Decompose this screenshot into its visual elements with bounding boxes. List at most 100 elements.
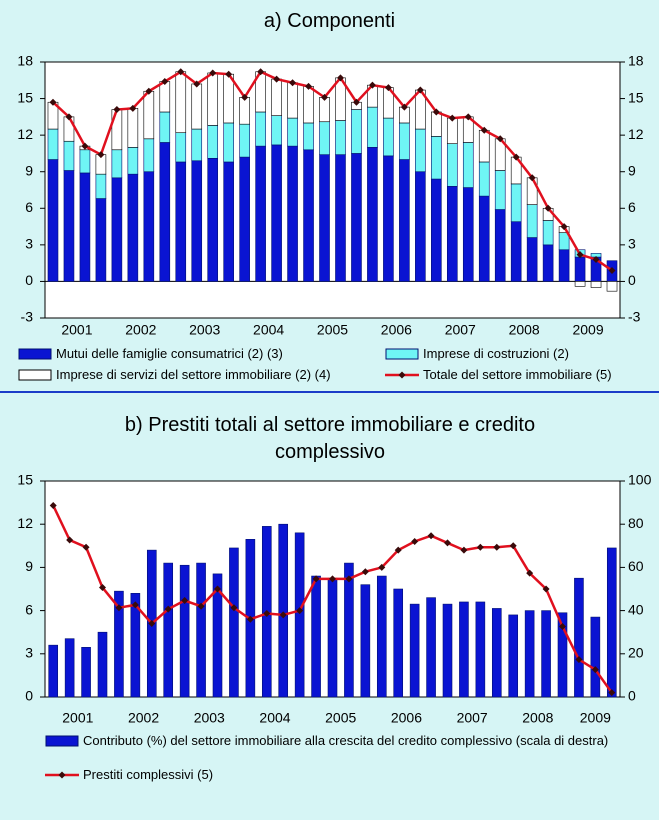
bar [311, 575, 321, 698]
bar [114, 590, 124, 698]
bar [319, 121, 330, 155]
legend-item: Contributo (%) del settore immobiliare a… [45, 733, 635, 749]
line-marker [544, 204, 552, 212]
bar [399, 159, 410, 282]
bar [223, 73, 234, 124]
line-marker [608, 689, 616, 697]
line-marker [416, 86, 424, 94]
y2-tick-label: 100 [628, 472, 652, 488]
bar [163, 562, 174, 698]
bar [475, 601, 486, 698]
bar [130, 593, 141, 698]
line-marker [336, 74, 344, 82]
line-marker [145, 87, 153, 95]
bar [335, 154, 346, 282]
line-marker [509, 542, 517, 550]
bar [127, 147, 139, 175]
bar [446, 117, 458, 144]
x-year-label: 2008 [522, 710, 553, 726]
y2-tick-label: -3 [628, 309, 641, 325]
bar [319, 154, 330, 282]
bar [287, 145, 298, 282]
line-marker [444, 539, 451, 547]
bar [494, 209, 506, 282]
line-marker [542, 585, 550, 593]
bar [95, 173, 107, 199]
bar [508, 614, 519, 698]
line-marker [197, 602, 205, 610]
y-tick-label: 12 [17, 126, 33, 142]
line-marker [181, 597, 189, 605]
bar [431, 136, 442, 180]
x-year-label: 2007 [445, 322, 476, 338]
legend-box [385, 348, 419, 360]
bar [462, 142, 474, 188]
line-marker [279, 611, 287, 619]
line-marker [312, 575, 320, 583]
bar [95, 198, 107, 282]
bar [47, 159, 59, 282]
bar [383, 117, 394, 157]
bar [415, 128, 426, 173]
line-marker [49, 98, 57, 106]
bar [446, 186, 458, 282]
y-tick-label: 15 [17, 472, 33, 488]
bar [229, 547, 239, 698]
line-marker [49, 501, 57, 509]
line-marker [384, 84, 392, 92]
line-marker [241, 93, 249, 101]
legend-item: Totale del settore immobiliare (5) [385, 367, 655, 383]
line-marker [97, 151, 105, 159]
bar [383, 155, 394, 282]
bar [426, 597, 436, 698]
bar [367, 147, 378, 282]
legend-box [18, 348, 52, 360]
bar [81, 647, 91, 698]
bar [191, 160, 203, 282]
line-marker [115, 604, 123, 612]
line-marker [576, 251, 584, 259]
bar [47, 128, 59, 160]
line-marker [209, 69, 217, 77]
bar [196, 562, 206, 698]
legend-box [18, 369, 52, 381]
bar [303, 122, 314, 151]
bar [459, 601, 469, 698]
line-marker [246, 615, 254, 623]
legend-marker [398, 371, 406, 379]
bar [526, 204, 538, 238]
legend-swatch [45, 735, 79, 747]
bar [491, 608, 502, 698]
bar [409, 603, 420, 698]
line-marker [591, 666, 599, 674]
y2-tick-label: 9 [628, 162, 636, 178]
line-marker [296, 607, 304, 615]
line-marker [493, 543, 501, 551]
bar [239, 123, 250, 158]
bar [319, 97, 330, 123]
bar [494, 170, 506, 210]
bar [212, 573, 223, 698]
line-marker [193, 80, 201, 88]
bar [351, 153, 362, 282]
bar [111, 109, 123, 151]
bar [524, 610, 535, 698]
bar [175, 71, 187, 134]
bar [207, 72, 219, 126]
bar [526, 237, 538, 282]
legend-box [45, 735, 79, 747]
bar [541, 610, 551, 698]
legend-label: Imprese di servizi del settore immobilia… [56, 367, 331, 382]
bar [255, 145, 266, 282]
bar [159, 142, 171, 282]
bar [159, 111, 171, 143]
x-year-label: 2002 [128, 710, 159, 726]
bar [79, 149, 91, 174]
bar [97, 631, 108, 698]
line-marker [177, 68, 185, 76]
line-marker [400, 103, 408, 111]
line-marker [345, 575, 353, 583]
x-year-label: 2001 [62, 710, 93, 726]
x-year-label: 2006 [381, 322, 412, 338]
bar [360, 584, 371, 698]
